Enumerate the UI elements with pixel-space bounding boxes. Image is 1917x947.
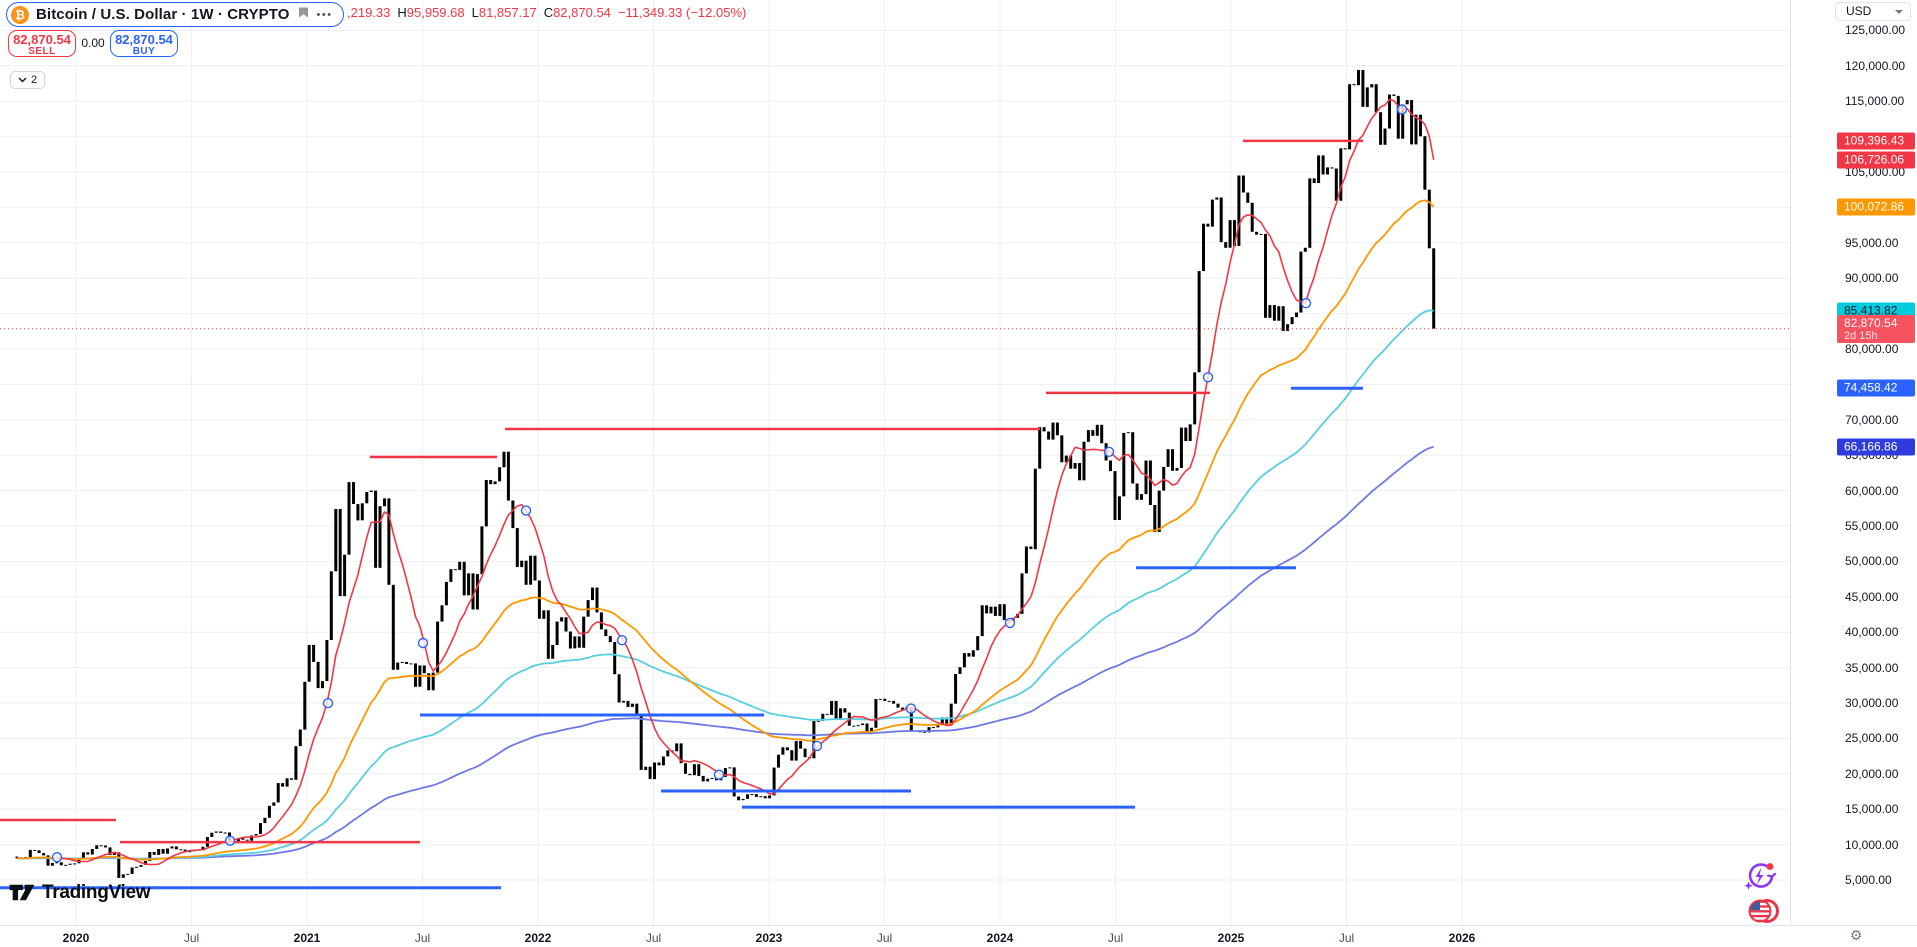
price-tick-label: 115,000.00 <box>1845 94 1905 109</box>
time-tick-label: Jul <box>1338 931 1355 945</box>
symbol-pill[interactable]: ₿ Bitcoin / U.S. Dollar · 1W · CRYPTO ••… <box>6 2 344 27</box>
price-tick-label: 70,000.00 <box>1845 412 1899 427</box>
axis-label-ma-red: 106,726.06 <box>1837 151 1915 169</box>
time-tick-label: 2025 <box>1217 931 1245 945</box>
collapsed-indicators-count: 2 <box>30 74 38 86</box>
collapsed-indicators-button[interactable]: 2 <box>10 71 45 89</box>
time-tick-label: Jul <box>1107 931 1124 945</box>
sell-button[interactable]: 82,870.54 SELL <box>8 30 76 57</box>
price-tick-label: 80,000.00 <box>1845 342 1899 356</box>
price-tick-label: 30,000.00 <box>1845 696 1899 710</box>
time-tick-label: 2021 <box>293 931 321 945</box>
time-tick-label: Jul <box>414 931 431 945</box>
moving-average-lines <box>17 98 1435 866</box>
price-tick-label: 15,000.00 <box>1845 802 1899 817</box>
time-tick-label: Jul <box>876 931 893 945</box>
price-tick-label: 55,000.00 <box>1845 519 1899 533</box>
price-tick-label: 35,000.00 <box>1845 660 1899 675</box>
tradingview-logo[interactable]: TradingView <box>8 880 151 905</box>
price-scale[interactable]: USD 125,000.00120,000.00115,000.00110,00… <box>1790 0 1917 925</box>
ohlc-high-label: H <box>397 5 407 20</box>
price-tick-label: 40,000.00 <box>1845 625 1899 640</box>
time-tick-label: 2020 <box>62 931 90 945</box>
time-tick-label: Jul <box>645 931 662 945</box>
price-tick-label: 20,000.00 <box>1845 766 1899 781</box>
exchange-flag-icon <box>297 6 310 24</box>
time-tick-label: 2022 <box>524 931 552 945</box>
current-price-label: 82,870.54 2d 15h <box>1837 314 1915 343</box>
time-tick-label: 2023 <box>755 931 783 945</box>
candles <box>15 70 1436 878</box>
price-tick-label: 120,000.00 <box>1845 58 1906 73</box>
grid <box>0 0 1790 925</box>
chevron-down-icon <box>1895 10 1903 14</box>
price-tick-label: 5,000.00 <box>1845 873 1892 887</box>
symbol-title: Bitcoin / U.S. Dollar · 1W · CRYPTO <box>36 6 290 23</box>
more-options-icon[interactable]: ••• <box>316 8 333 21</box>
scale-settings-gear-icon[interactable]: ⚙ <box>1849 928 1863 944</box>
sell-price: 82,870.54 <box>13 32 71 47</box>
time-tick-label: 2024 <box>986 931 1014 945</box>
ohlc-high-value: 95,959.68 <box>406 5 465 20</box>
price-tick-label: 60,000.00 <box>1845 483 1899 498</box>
price-tick-label: 95,000.00 <box>1845 235 1899 250</box>
ohlc-close-label: C <box>543 5 554 20</box>
ohlc-readout: ,219.33 H95,959.68 L81,857.17 C82,870.54 −11… <box>347 0 746 25</box>
currency-label: USD <box>1846 4 1872 18</box>
tradingview-mark-icon <box>9 884 35 901</box>
axis-label-ma-orange: 100,072.86 <box>1837 198 1915 216</box>
flash-events-icon[interactable] <box>1742 858 1778 899</box>
ohlc-low-label: L <box>471 5 479 20</box>
axis-label-blue-horizontal-line: 74,458.42 <box>1837 379 1915 397</box>
buy-price: 82,870.54 <box>115 32 173 47</box>
ohlc-open-value: ,219.33 <box>347 5 391 20</box>
price-tick-label: 90,000.00 <box>1845 271 1899 286</box>
price-tick-label: 10,000.00 <box>1845 837 1899 852</box>
price-tick-label: 125,000.00 <box>1845 23 1906 38</box>
ohlc-change: −11,349.33 (−12.05%) <box>617 5 747 20</box>
currency-selector[interactable]: USD <box>1835 2 1911 21</box>
price-tick-label: 25,000.00 <box>1845 731 1899 746</box>
time-scale[interactable]: 2020 Jul 2021 Jul 2022 Jul 2023 Jul 2024 Jul 2025 J… <box>0 925 1917 947</box>
anchor-circle-markers <box>51 104 1408 863</box>
ohlc-close-value: 82,870.54 <box>553 5 611 20</box>
current-price-value: 82,870.54 <box>1844 315 1898 330</box>
spread-value: 0.00 <box>81 36 105 50</box>
price-tick-label: 105,000.00 <box>1845 165 1906 179</box>
sell-label: SELL <box>28 46 56 57</box>
time-tick-label: 2026 <box>1448 931 1476 945</box>
tradingview-logo-text: TradingView <box>42 881 151 903</box>
buy-label: BUY <box>132 46 156 57</box>
price-tick-label: 50,000.00 <box>1845 554 1899 569</box>
candle-countdown: 2d 15h <box>1844 329 1878 342</box>
buy-button[interactable]: 82,870.54 BUY <box>110 30 178 57</box>
horizontal-ray-drawings <box>0 139 1363 890</box>
ohlc-low-value: 81,857.17 <box>478 5 537 20</box>
price-tick-label: 45,000.00 <box>1845 589 1899 604</box>
axis-label-red-horizontal-line: 109,396.43 <box>1837 132 1915 150</box>
chevron-down-icon <box>18 77 27 83</box>
bitcoin-logo-icon: ₿ <box>11 5 29 24</box>
us-market-flag-icon[interactable] <box>1747 896 1779 931</box>
time-tick-label: Jul <box>183 931 200 945</box>
axis-label-ma-violet: 66,166.86 <box>1837 438 1915 456</box>
